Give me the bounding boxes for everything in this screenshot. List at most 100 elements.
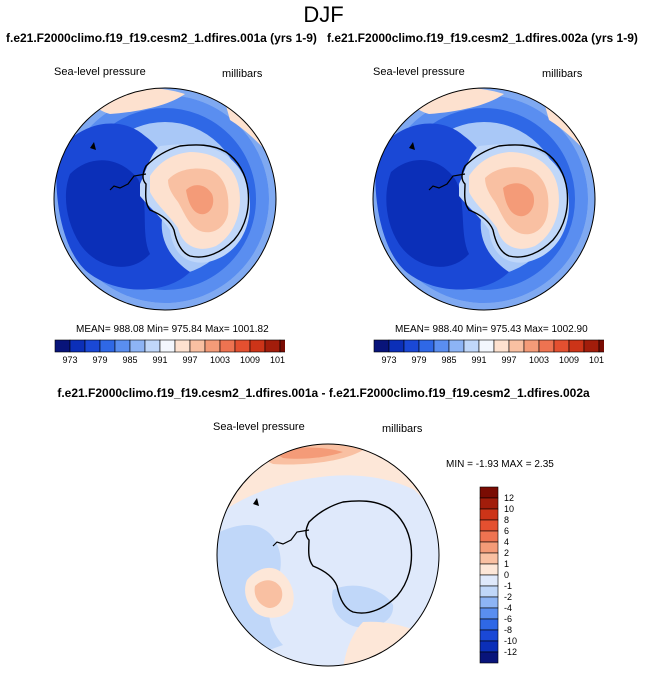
colorbar-left-swatch: [69, 339, 86, 353]
colorbar-left-swatch: [144, 339, 161, 353]
colorbar-left-swatch: [189, 339, 206, 353]
case-title-right: f.e21.F2000climo.f19_f19.cesm2_1.dfires.…: [327, 31, 638, 45]
colorbar-difference-label: 1: [504, 559, 509, 569]
stats-right: MEAN= 988.40 Min= 975.43 Max= 1002.90: [395, 324, 588, 335]
colorbar-left-label: 1003: [210, 355, 230, 365]
colorbar-right-swatch: [508, 339, 525, 353]
polar-map-right: [372, 87, 596, 311]
colorbar-right-label: 1009: [559, 355, 579, 365]
colorbar-right-label: 991: [471, 355, 486, 365]
page-title: DJF: [303, 2, 344, 27]
colorbar-right-label: 1015: [589, 355, 604, 365]
colorbar-right-swatch: [583, 339, 600, 353]
colorbar-difference-label: 10: [504, 504, 514, 514]
colorbar-difference-label: -4: [504, 603, 512, 613]
colorbar-difference-swatch: [479, 629, 499, 642]
colorbar-right-label: 979: [411, 355, 426, 365]
colorbar-right-swatch: [448, 339, 465, 353]
colorbar-difference-swatch: [479, 640, 499, 653]
colorbar-right-swatch: [553, 339, 570, 353]
colorbar-difference-label: 8: [504, 515, 509, 525]
colorbar-right-label: 973: [381, 355, 396, 365]
colorbar-left-swatches: [54, 339, 285, 353]
colorbar-left-label: 991: [152, 355, 167, 365]
colorbar-difference-swatch: [479, 508, 499, 521]
variable-label-right: Sea-level pressure: [373, 66, 465, 78]
colorbar-difference-swatch: [479, 497, 499, 510]
colorbar-difference-swatch: [479, 486, 499, 499]
colorbar-right-swatch: [538, 339, 555, 353]
colorbar-right-swatch: [388, 339, 405, 353]
colorbar-left-label: 1009: [240, 355, 260, 365]
colorbar-difference-swatch: [479, 563, 499, 576]
colorbar-right-swatch: [568, 339, 585, 353]
colorbar-difference-label: 6: [504, 526, 509, 536]
colorbar-right-swatch: [433, 339, 450, 353]
colorbar-right-label: 985: [441, 355, 456, 365]
stats-diff: MIN = -1.93 MAX = 2.35: [446, 459, 554, 470]
colorbar-difference-label: 2: [504, 548, 509, 558]
stats-left: MEAN= 988.08 Min= 975.84 Max= 1001.82: [76, 324, 269, 335]
colorbar-right-swatch: [493, 339, 510, 353]
colorbar-difference-swatch: [479, 585, 499, 598]
colorbar-difference-swatches: [479, 486, 499, 664]
colorbar-difference-swatch: [479, 618, 499, 631]
colorbar-left-label: 979: [92, 355, 107, 365]
colorbar-difference-label: -6: [504, 614, 512, 624]
colorbar-left-swatch: [204, 339, 221, 353]
colorbar-difference-label: -1: [504, 581, 512, 591]
colorbar-left-swatch: [174, 339, 191, 353]
colorbar-left-swatch: [114, 339, 131, 353]
variable-label-diff: Sea-level pressure: [213, 421, 305, 433]
colorbar-left-label: 985: [122, 355, 137, 365]
colorbar-difference-swatch: [479, 530, 499, 543]
colorbar-left-label: 973: [62, 355, 77, 365]
colorbar-right-swatch: [373, 339, 390, 353]
colorbar-difference-label: -2: [504, 592, 512, 602]
colorbar-right-swatches: [373, 339, 604, 353]
polar-map-left: [53, 87, 277, 311]
difference-title: f.e21.F2000climo.f19_f19.cesm2_1.dfires.…: [57, 386, 590, 400]
units-label-right: millibars: [542, 68, 583, 80]
colorbar-right-swatch: [598, 339, 604, 353]
colorbar-difference-label: -10: [504, 636, 517, 646]
units-label-diff: millibars: [382, 423, 423, 435]
colorbar-right-swatch: [523, 339, 540, 353]
colorbar-right-swatch: [463, 339, 480, 353]
colorbar-difference-label: -12: [504, 647, 517, 657]
colorbar-left-label: 997: [182, 355, 197, 365]
colorbar-left-swatch: [249, 339, 266, 353]
colorbar-difference-swatch: [479, 519, 499, 532]
colorbar-left-swatch: [279, 339, 285, 353]
colorbar-left-swatch: [99, 339, 116, 353]
colorbar-left-swatch: [264, 339, 281, 353]
colorbar-difference-swatch: [479, 552, 499, 565]
colorbar-right-labels: 973 979 985 991 997 1003 1009 1015: [381, 355, 604, 365]
polar-map-difference: [216, 443, 440, 667]
colorbar-difference-swatch: [479, 651, 499, 664]
colorbar-left-swatch: [54, 339, 71, 353]
colorbar-difference-label: 4: [504, 537, 509, 547]
colorbar-left-labels: 973 979 985 991 997 1003 1009 1015: [62, 355, 285, 365]
colorbar-left-swatch: [129, 339, 146, 353]
colorbar-left-label: 1015: [270, 355, 285, 365]
colorbar-left-swatch: [234, 339, 251, 353]
colorbar-right-swatch: [478, 339, 495, 353]
colorbar-right: 973 979 985 991 997 1003 1009 1015: [373, 339, 604, 365]
colorbar-difference-swatch: [479, 541, 499, 554]
colorbar-difference-label: -8: [504, 625, 512, 635]
colorbar-difference-label: 0: [504, 570, 509, 580]
colorbar-difference-swatch: [479, 574, 499, 587]
colorbar-left-swatch: [219, 339, 236, 353]
variable-label-left: Sea-level pressure: [54, 66, 146, 78]
colorbar-right-label: 1003: [529, 355, 549, 365]
colorbar-difference-swatch: [479, 607, 499, 620]
colorbar-left: 973 979 985 991 997 1003 1009 1015: [54, 339, 285, 365]
colorbar-difference-swatch: [479, 596, 499, 609]
units-label-left: millibars: [222, 68, 263, 80]
case-title-left: f.e21.F2000climo.f19_f19.cesm2_1.dfires.…: [6, 31, 317, 45]
colorbar-left-swatch: [159, 339, 176, 353]
colorbar-right-swatch: [418, 339, 435, 353]
